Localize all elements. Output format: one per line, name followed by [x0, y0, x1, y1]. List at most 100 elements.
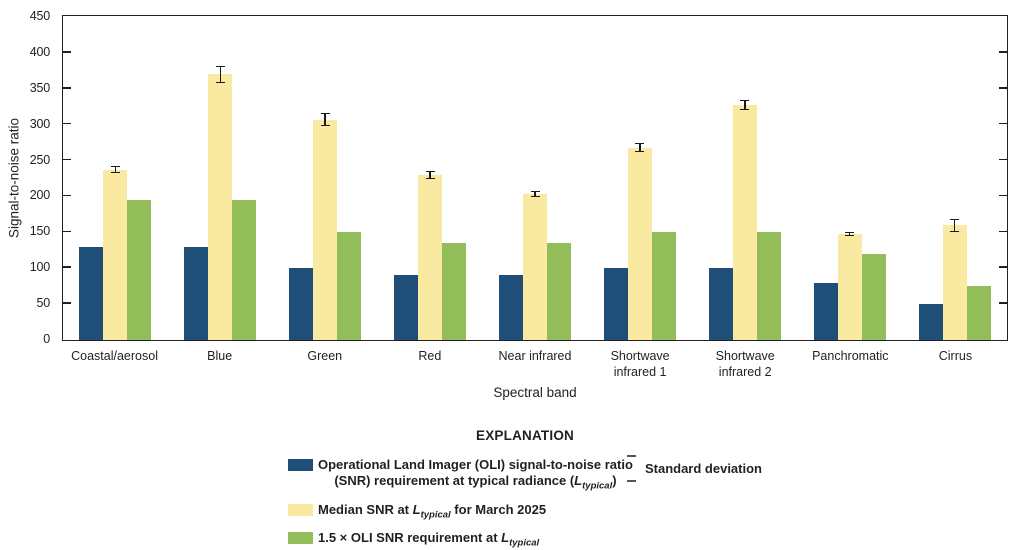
median-snr-march-2025-bar — [208, 65, 233, 340]
y-tick-label: 100 — [29, 260, 50, 275]
y-axis-tick — [999, 87, 1007, 89]
oli-snr-requirement-bar — [918, 304, 943, 340]
y-axis-tick-labels: 0 50 100 150 200 250 300 350 400 450 — [0, 0, 50, 360]
legend-items: Operational Land Imager (OLI) signal-to-… — [288, 455, 762, 550]
median-snr-march-2025-bar — [942, 218, 967, 340]
oli-snr-requirement-1-5x-bar — [651, 232, 676, 340]
error-bar — [110, 166, 120, 174]
y-tick-label: 150 — [29, 224, 50, 239]
x-category-label: Shortwave infrared 1 — [610, 349, 670, 379]
yellow-swatch-icon — [288, 503, 313, 516]
y-axis-tick — [63, 302, 71, 304]
legend-label-line1: Operational Land Imager (OLI) signal-to-… — [318, 457, 633, 472]
error-bar — [425, 170, 435, 180]
median-snr-march-2025-bar — [313, 113, 338, 340]
oli-snr-requirement-bar — [184, 246, 209, 340]
oli-snr-requirement-1-5x-bar — [966, 286, 991, 340]
median-snr-march-2025-bar — [418, 170, 443, 340]
median-snr-march-2025-bar — [837, 231, 862, 340]
bar-group — [587, 16, 692, 340]
legend-title: EXPLANATION — [476, 428, 574, 443]
y-tick-label: 450 — [29, 9, 50, 23]
y-tick-label: 250 — [29, 152, 50, 167]
bar-group — [63, 16, 168, 340]
oli-snr-requirement-bar — [813, 282, 838, 340]
oli-snr-requirement-bar — [289, 268, 314, 340]
error-bar-icon — [626, 455, 636, 482]
legend-label-line2: (SNR) requirement at typical radiance (L… — [334, 473, 617, 492]
oli-snr-requirement-bar — [708, 268, 733, 340]
bar-group — [692, 16, 797, 340]
x-category-label: Red — [418, 349, 442, 363]
x-category-label: Coastal/aerosol — [71, 349, 158, 363]
median-snr-march-2025-bar — [523, 191, 547, 340]
y-axis-tick — [63, 51, 71, 53]
oli-snr-requirement-bar — [79, 246, 104, 340]
blue-swatch-icon — [288, 459, 313, 471]
legend-item-1-5x-requirement: 1.5 × OLI SNR requirement at Ltypical — [288, 530, 762, 550]
oli-snr-requirement-1-5x-bar — [547, 243, 571, 340]
y-axis-tick — [63, 266, 71, 268]
legend-item-standard-deviation: Standard deviation — [626, 455, 762, 482]
legend-item-label: 1.5 × OLI SNR requirement at Ltypical — [318, 530, 540, 549]
bar-group — [168, 16, 273, 340]
standard-deviation-label: Standard deviation — [644, 461, 762, 476]
error-bar — [320, 113, 330, 127]
y-axis-tick — [999, 266, 1007, 268]
error-bar — [740, 100, 750, 111]
y-axis-tick — [999, 230, 1007, 233]
x-category-label: Shortwave infrared 2 — [715, 349, 775, 379]
oli-snr-requirement-1-5x-bar — [756, 232, 781, 340]
x-category-label: Cirrus — [938, 349, 973, 363]
legend-item-label: Operational Land Imager (OLI) signal-to-… — [318, 457, 633, 495]
bar-group — [902, 16, 1007, 340]
oli-snr-requirement-1-5x-bar — [337, 232, 362, 340]
oli-snr-requirement-bar — [603, 268, 628, 340]
l-typical-variable: L — [574, 473, 583, 488]
y-axis-tick — [999, 302, 1007, 304]
x-axis-labels: Coastal/aerosol Blue Green Red Near infrared… — [62, 348, 1008, 380]
y-axis-tick — [999, 158, 1007, 161]
bar-group — [483, 16, 588, 340]
y-tick-label: 300 — [29, 116, 50, 131]
y-axis-tick — [63, 122, 71, 125]
oli-snr-requirement-bar — [499, 275, 523, 340]
error-bar — [845, 231, 855, 236]
l-typical-variable: L — [501, 530, 510, 546]
x-axis-title: Spectral band — [493, 385, 577, 400]
error-bar — [530, 191, 540, 198]
legend-item-median-snr: Median SNR at Ltypical for March 2025 — [288, 502, 762, 524]
oli-snr-requirement-1-5x-bar — [232, 200, 257, 340]
y-tick-label: 50 — [36, 296, 50, 311]
legend-item-label: Median SNR at Ltypical for March 2025 — [318, 501, 547, 521]
error-bar — [215, 65, 225, 84]
y-axis-tick — [63, 87, 71, 89]
bar-group — [378, 16, 483, 340]
y-axis-tick — [999, 194, 1007, 197]
y-axis-tick — [63, 230, 71, 233]
oli-snr-requirement-1-5x-bar — [861, 253, 886, 340]
oli-snr-requirement-1-5x-bar — [442, 243, 467, 340]
bar-group — [273, 16, 378, 340]
x-category-label: Green — [307, 349, 343, 363]
y-axis-tick — [63, 158, 71, 161]
x-category-label: Near infrared — [498, 349, 572, 363]
l-typical-variable: L — [412, 501, 421, 517]
y-tick-label: 0 — [43, 332, 50, 346]
oli-snr-requirement-bar — [394, 275, 419, 340]
oli-snr-requirement-1-5x-bar — [127, 200, 152, 340]
median-snr-march-2025-bar — [103, 166, 128, 340]
x-category-label: Panchromatic — [812, 349, 889, 363]
green-swatch-icon — [288, 532, 313, 545]
x-category-label: Blue — [207, 349, 233, 363]
y-axis-tick — [999, 122, 1007, 125]
legend: EXPLANATION Operational Land Imager (OLI… — [288, 428, 762, 550]
y-tick-label: 350 — [29, 80, 50, 95]
y-tick-label: 200 — [29, 188, 50, 203]
median-snr-march-2025-bar — [627, 143, 652, 340]
plot-area — [62, 15, 1008, 341]
y-axis-tick — [63, 194, 71, 197]
y-tick-label: 400 — [29, 44, 50, 59]
legend-item-oli-requirement: Operational Land Imager (OLI) signal-to-… — [288, 457, 762, 495]
